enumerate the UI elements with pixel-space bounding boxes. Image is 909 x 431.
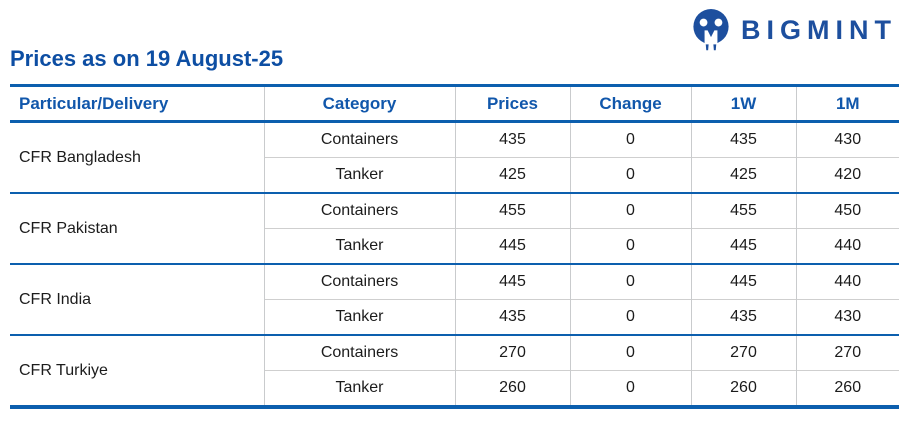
prices-cell: 435 — [454, 299, 570, 336]
category-cell: Containers — [263, 121, 455, 158]
1m-cell: 260 — [795, 370, 899, 409]
bigmint-logo-text: BIGMINT — [741, 14, 897, 45]
1w-cell: 260 — [690, 370, 796, 409]
col-header-category: Category — [263, 84, 455, 123]
prices-cell: 445 — [454, 264, 570, 300]
col-header-change: Change — [569, 84, 691, 123]
prices-cell: 260 — [454, 370, 570, 409]
category-cell: Containers — [263, 335, 455, 371]
category-cell: Containers — [263, 264, 455, 300]
1m-cell: 450 — [795, 193, 899, 229]
prices-table: Particular/Delivery Category Prices Chan… — [10, 84, 899, 409]
1w-cell: 435 — [690, 121, 796, 158]
particular-cell: CFR India — [10, 264, 264, 336]
prices-cell: 455 — [454, 193, 570, 229]
prices-cell: 425 — [454, 157, 570, 194]
col-header-prices: Prices — [454, 84, 570, 123]
1m-cell: 430 — [795, 121, 899, 158]
category-cell: Tanker — [263, 370, 455, 409]
change-cell: 0 — [569, 299, 691, 336]
category-cell: Tanker — [263, 157, 455, 194]
particular-cell: CFR Bangladesh — [10, 121, 264, 194]
change-cell: 0 — [569, 193, 691, 229]
prices-cell: 270 — [454, 335, 570, 371]
table-header-row: Particular/Delivery Category Prices Chan… — [10, 84, 899, 123]
col-header-1w: 1W — [690, 84, 796, 123]
1w-cell: 445 — [690, 264, 796, 300]
table-row: CFR India Containers 445 0 445 440 — [10, 264, 899, 336]
table-row: Tanker 260 0 260 260 — [10, 370, 899, 409]
col-header-1m: 1M — [795, 84, 899, 123]
1m-cell: 430 — [795, 299, 899, 336]
change-cell: 0 — [569, 228, 691, 265]
change-cell: 0 — [569, 335, 691, 371]
bigmint-logo-icon — [690, 8, 732, 52]
1m-cell: 270 — [795, 335, 899, 371]
table-row: Tanker 445 0 445 440 — [10, 228, 899, 265]
bigmint-logo: BIGMINT — [690, 8, 897, 52]
table-row: Tanker 425 0 425 420 — [10, 157, 899, 194]
table-row: CFR Bangladesh Containers 435 0 435 430 — [10, 121, 899, 194]
particular-cell: CFR Pakistan — [10, 193, 264, 265]
1w-cell: 270 — [690, 335, 796, 371]
1w-cell: 425 — [690, 157, 796, 194]
table-row: CFR Turkiye Containers 270 0 270 270 — [10, 335, 899, 409]
1m-cell: 420 — [795, 157, 899, 194]
1w-cell: 455 — [690, 193, 796, 229]
1m-cell: 440 — [795, 228, 899, 265]
1m-cell: 440 — [795, 264, 899, 300]
category-cell: Containers — [263, 193, 455, 229]
1w-cell: 445 — [690, 228, 796, 265]
prices-cell: 445 — [454, 228, 570, 265]
change-cell: 0 — [569, 370, 691, 409]
change-cell: 0 — [569, 157, 691, 194]
1w-cell: 435 — [690, 299, 796, 336]
category-cell: Tanker — [263, 228, 455, 265]
prices-cell: 435 — [454, 121, 570, 158]
particular-cell: CFR Turkiye — [10, 335, 264, 409]
change-cell: 0 — [569, 264, 691, 300]
table-row: CFR Pakistan Containers 455 0 455 450 — [10, 193, 899, 265]
table-row: Tanker 435 0 435 430 — [10, 299, 899, 336]
page-title: Prices as on 19 August-25 — [10, 46, 284, 71]
category-cell: Tanker — [263, 299, 455, 336]
change-cell: 0 — [569, 121, 691, 158]
col-header-particular: Particular/Delivery — [10, 84, 264, 123]
